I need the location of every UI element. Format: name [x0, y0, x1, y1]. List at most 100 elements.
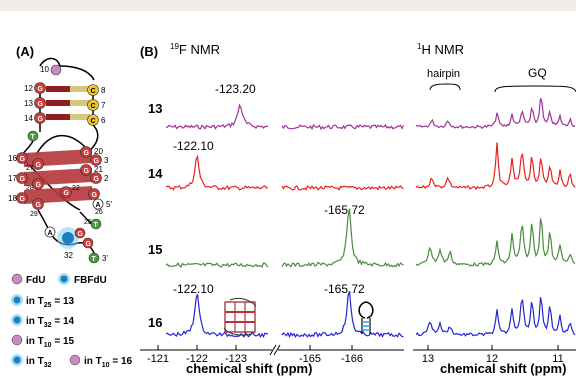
svg-text:27: 27 [26, 165, 34, 172]
f19-trace-a-16 [165, 294, 269, 339]
f19-title: 19F NMR [170, 42, 220, 57]
svg-text:17: 17 [8, 174, 17, 183]
svg-text:26: 26 [95, 209, 103, 216]
svg-text:G: G [84, 150, 90, 157]
f19-trace-b-16 [281, 291, 404, 339]
peak-label-16a: -122.10 [173, 282, 214, 296]
tick-f19a-2: -123 [225, 353, 247, 365]
svg-text:G: G [92, 192, 98, 199]
svg-text:18: 18 [8, 194, 17, 203]
svg-text:FBFdU: FBFdU [74, 275, 107, 286]
row-label-15: 15 [148, 242, 162, 257]
svg-text:2: 2 [104, 174, 109, 183]
node-c-8: C [87, 84, 99, 96]
svg-text:G: G [78, 231, 84, 238]
g-quadruplex: G G G G G G G G G G G G 16 27 17 28 18 2… [8, 124, 112, 226]
tick-h1-2: 11 [552, 353, 563, 365]
svg-text:14: 14 [24, 114, 33, 123]
svg-text:G: G [84, 168, 90, 175]
hairpin: G G G C C C 12 13 14 8 7 6 T [24, 82, 106, 142]
axis-break [269, 344, 281, 356]
peak-label-13: -123.20 [215, 82, 256, 96]
legend: FdU FBFdU in T25 = 13 in T32 = 14 in T10… [11, 273, 133, 369]
svg-text:20: 20 [94, 147, 103, 156]
svg-text:G: G [38, 116, 44, 123]
f19-trace-b-13 [281, 123, 405, 131]
svg-text:in T32: in T32 [26, 356, 52, 369]
node-label-10: 10 [40, 65, 49, 74]
node-t-3prime: T [88, 252, 100, 264]
svg-text:G: G [20, 196, 26, 203]
svg-text:G: G [20, 156, 26, 163]
h1-trace-14 [415, 142, 576, 191]
svg-text:C: C [91, 118, 96, 125]
node-g-22: G [60, 186, 72, 198]
svg-text:5': 5' [106, 200, 112, 209]
row-label-16: 16 [148, 315, 162, 330]
gq-label: GQ [528, 66, 547, 80]
panel-a-label: (A) [16, 44, 34, 59]
svg-text:T: T [31, 134, 36, 141]
node-g-b2: G [82, 237, 94, 249]
tick-f19a-1: -122 [186, 353, 208, 365]
svg-text:C: C [91, 103, 96, 110]
tick-h1-0: 13 [422, 353, 434, 365]
fbfdu-legend-icon [60, 275, 68, 283]
row-label-13: 13 [148, 101, 162, 116]
node-g-r3: G [88, 188, 100, 200]
svg-text:G: G [38, 86, 44, 93]
legend-item-16: in T32 in T10 = 16 [11, 354, 133, 369]
gq-structure-icon [223, 297, 257, 336]
svg-text:G: G [64, 190, 70, 197]
svg-text:28: 28 [26, 185, 34, 192]
svg-text:22: 22 [72, 185, 80, 192]
svg-text:G: G [38, 101, 44, 108]
h1-trace-13 [415, 98, 576, 130]
svg-text:21: 21 [94, 165, 103, 174]
fdu-node-10 [50, 64, 62, 76]
node-g-14: G [34, 112, 46, 124]
svg-text:A: A [96, 202, 101, 209]
h1-trace-16 [415, 297, 576, 337]
node-g-18: G [16, 192, 28, 204]
bottom-loop: T A 32 G G T 3' [37, 209, 108, 264]
svg-text:in T10 = 16: in T10 = 16 [84, 356, 133, 369]
svg-text:32: 32 [64, 251, 73, 260]
top-strip [0, 0, 576, 11]
svg-text:G: G [36, 162, 42, 169]
svg-text:8: 8 [101, 86, 106, 95]
svg-text:G: G [36, 182, 42, 189]
peak-label-16b: -165.72 [324, 282, 365, 296]
svg-text:29: 29 [30, 211, 38, 218]
hairpin-label: hairpin [427, 68, 460, 80]
svg-text:G: G [94, 176, 100, 183]
node-g-2: G [90, 172, 102, 184]
node-g-29: G [32, 198, 44, 210]
svg-text:G: G [20, 176, 26, 183]
tick-f19b-1: -166 [341, 353, 363, 365]
f19-trace-b-14 [281, 185, 404, 191]
node-c-7: C [87, 99, 99, 111]
node-g-12: G [34, 82, 46, 94]
node-g-26: T [90, 218, 102, 230]
legend-item-13: in T25 = 13 [11, 294, 75, 309]
svg-text:T: T [92, 256, 97, 263]
node-g-28: G [32, 178, 44, 190]
svg-text:7: 7 [101, 101, 106, 110]
svg-text:3: 3 [104, 156, 109, 165]
svg-text:G: G [94, 158, 100, 165]
svg-text:C: C [91, 88, 96, 95]
svg-text:12: 12 [24, 84, 33, 93]
svg-text:in T32 = 14: in T32 = 14 [26, 316, 75, 329]
node-g-16: G [16, 152, 28, 164]
node-a-bottom: A [44, 226, 56, 238]
xlabel-f19: chemical shift (ppm) [186, 361, 312, 376]
fbfdu-node-32 [62, 232, 74, 244]
f19-trace-a-14 [165, 154, 269, 191]
f19-trace-a-15 [165, 262, 269, 268]
node-g-21: G [80, 164, 92, 176]
tick-f19a-0: -121 [147, 353, 169, 365]
spectra [165, 98, 576, 339]
legend-item-15: in T10 = 15 [11, 334, 75, 349]
